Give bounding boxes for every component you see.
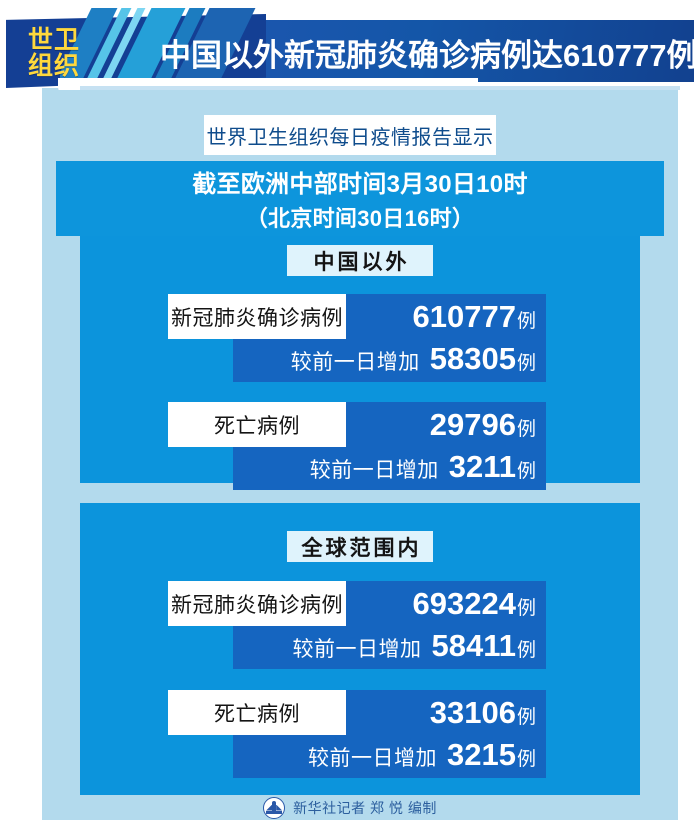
stat-row-delta: 较前一日增加 58305 例: [233, 339, 546, 382]
stat-label: 新冠肺炎确诊病例: [168, 294, 346, 339]
stat-row-delta: 较前一日增加 3211 例: [233, 447, 546, 490]
delta-value-wrap: 3211 例: [449, 445, 536, 493]
delta-value: 58305: [429, 340, 516, 376]
stat-row-main: 新冠肺炎确诊病例 693224 例: [168, 581, 546, 626]
stat-unit: 例: [516, 598, 536, 619]
stat-value: 33106: [429, 695, 516, 730]
subtitle-box: 世界卫生组织每日疫情报告显示: [204, 115, 496, 155]
delta-value-wrap: 58411 例: [431, 624, 536, 672]
stat-group-confirmed: 新冠肺炎确诊病例 693224 例 较前一日增加 58411 例: [80, 581, 640, 669]
panel-badge: 中国以外: [287, 245, 433, 276]
delta-value: 3215: [447, 736, 516, 772]
delta-label: 较前一日增加: [309, 458, 439, 482]
who-org-badge: 世卫 组织: [14, 22, 94, 84]
delta-label: 较前一日增加: [308, 746, 438, 770]
panel-badge: 全球范围内: [287, 531, 433, 562]
stat-label: 死亡病例: [168, 402, 346, 447]
header-bottom-strip: [80, 86, 680, 90]
stat-value: 693224: [412, 586, 516, 621]
stat-row-delta: 较前一日增加 58411 例: [233, 626, 546, 669]
delta-value-wrap: 58305 例: [430, 337, 536, 385]
delta-value: 58411: [431, 627, 516, 663]
stat-row-main: 新冠肺炎确诊病例 610777 例: [168, 294, 546, 339]
delta-value-wrap: 3215 例: [447, 733, 536, 781]
credit-text: 新华社记者 郑 悦 编制: [293, 799, 437, 816]
stat-unit: 例: [516, 707, 536, 728]
stat-group-confirmed: 新冠肺炎确诊病例 610777 例 较前一日增加 58305 例: [80, 294, 640, 382]
delta-label: 较前一日增加: [292, 637, 422, 661]
stat-value-box: 693224 例: [346, 581, 546, 626]
delta-value: 3211: [448, 448, 516, 484]
xinhua-agency-icon: [263, 796, 286, 819]
footer-credit: 新华社记者 郑 悦 编制: [0, 795, 700, 820]
stat-value-box: 33106 例: [346, 690, 546, 735]
page-title: 中国以外新冠肺炎确诊病例达610777例: [160, 37, 698, 73]
delta-unit: 例: [516, 748, 536, 770]
stat-group-deaths: 死亡病例 29796 例 较前一日增加 3211 例: [80, 402, 640, 490]
panel-badge-label: 全球范围内: [301, 536, 422, 560]
stat-value-box: 610777 例: [346, 294, 546, 339]
stat-unit: 例: [516, 419, 536, 440]
delta-unit: 例: [516, 460, 536, 482]
stat-row-delta: 较前一日增加 3215 例: [233, 735, 546, 778]
panel-badge-label: 中国以外: [313, 250, 410, 274]
header-banner: 世卫 组织 中国以外新冠肺炎确诊病例达610777例: [0, 8, 700, 90]
date-line-primary: 截至欧洲中部时间3月30日10时: [192, 171, 528, 198]
who-badge-line2: 组织: [27, 52, 80, 80]
stat-unit: 例: [516, 311, 536, 332]
stat-label: 新冠肺炎确诊病例: [168, 581, 346, 626]
date-band: 截至欧洲中部时间3月30日10时 （北京时间30日16时）: [56, 161, 664, 236]
stats-panel-global: 全球范围内 新冠肺炎确诊病例 693224 例 较前一日增加 58411 例 死…: [80, 503, 640, 795]
who-badge-line1: 世卫: [27, 25, 80, 54]
subtitle-text: 世界卫生组织每日疫情报告显示: [206, 126, 494, 149]
stat-value: 610777: [412, 299, 516, 334]
stat-label: 死亡病例: [168, 690, 346, 735]
delta-unit: 例: [516, 639, 536, 661]
stat-value: 29796: [429, 407, 516, 442]
delta-label: 较前一日增加: [290, 350, 420, 374]
stat-value-box: 29796 例: [346, 402, 546, 447]
stat-row-main: 死亡病例 29796 例: [168, 402, 546, 447]
stat-group-deaths: 死亡病例 33106 例 较前一日增加 3215 例: [80, 690, 640, 778]
stat-row-main: 死亡病例 33106 例: [168, 690, 546, 735]
date-line-secondary: （北京时间30日16时）: [245, 206, 475, 231]
delta-unit: 例: [516, 352, 536, 374]
stats-panel-outside-china: 中国以外 新冠肺炎确诊病例 610777 例 较前一日增加 58305 例 死亡…: [80, 236, 640, 490]
